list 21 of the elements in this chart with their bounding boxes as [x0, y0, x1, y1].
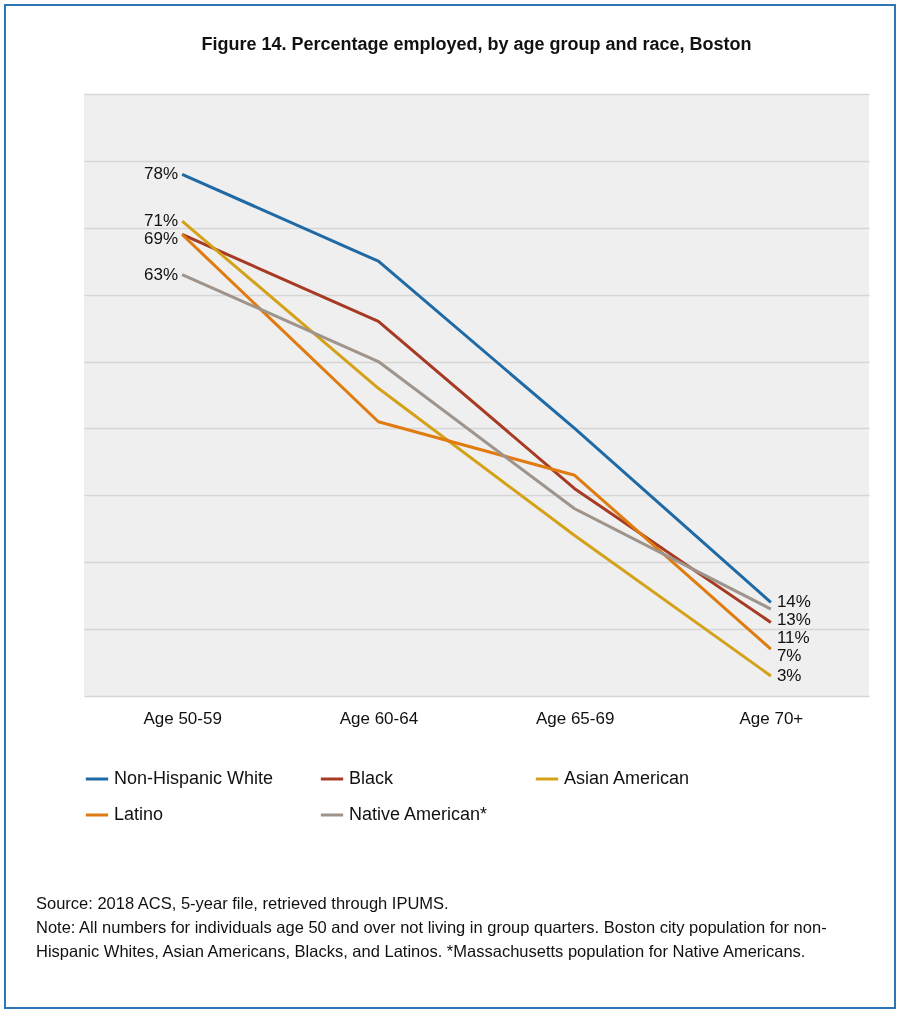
legend-label: Asian American: [564, 768, 690, 788]
x-tick-label: Age 60-64: [339, 708, 419, 728]
data-label: 69%: [144, 229, 179, 249]
legend-label: Latino: [114, 804, 164, 824]
x-tick-label: Age 50-59: [143, 708, 222, 728]
legend-label: Native American*: [349, 804, 488, 824]
data-label: 11%: [776, 628, 810, 648]
data-label: 7%: [776, 646, 802, 666]
x-tick-label: Age 70+: [739, 708, 804, 728]
data-label: 78%: [144, 164, 179, 184]
x-tick-label: Age 65-69: [535, 708, 615, 728]
legend-label: Black: [349, 768, 395, 788]
legend-label: Non-Hispanic White: [114, 768, 274, 788]
data-label: 3%: [776, 665, 802, 685]
data-label: 63%: [144, 264, 179, 284]
chart-title: Figure 14. Percentage employed, by age group and race, Boston: [201, 34, 752, 54]
text: Note: All numbers for individuals age 50 and over not living in group quarters. Boston city population for non-Hispanic Whites, Asian Americans, Blacks, and Latinos. *Massachusetts population for Native Americans.: [36, 917, 828, 962]
data-label: 14%: [776, 592, 811, 612]
data-label: 71%: [144, 211, 179, 231]
source-note: Source: 2018 ACS, 5-year file, retrieved through IPUMS.: [36, 893, 450, 914]
data-label: 13%: [776, 610, 811, 630]
